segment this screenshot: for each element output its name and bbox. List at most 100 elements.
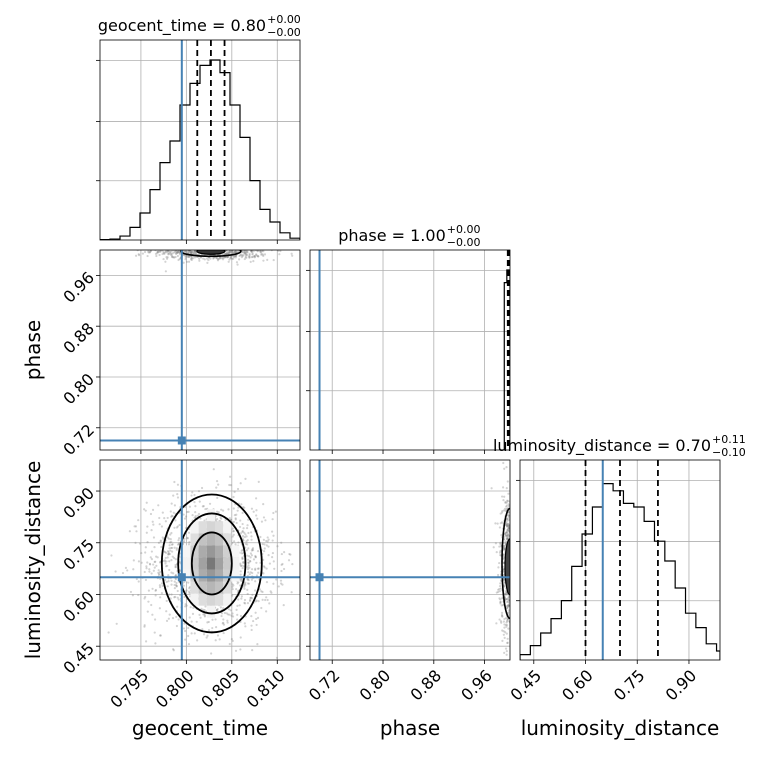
sample-point	[158, 253, 161, 257]
sample-point	[134, 541, 137, 544]
sample-point	[502, 603, 505, 607]
sample-point	[252, 250, 255, 253]
sample-point	[240, 256, 243, 259]
sample-point	[506, 537, 509, 541]
sample-point	[186, 537, 189, 540]
sample-point	[508, 596, 510, 599]
sample-point	[500, 611, 504, 614]
sample-point	[233, 251, 236, 254]
sample-point	[132, 559, 135, 562]
density-cell	[206, 557, 215, 570]
sample-point	[151, 613, 154, 616]
density-cell	[198, 593, 207, 606]
sample-point	[507, 516, 510, 519]
sample-point	[498, 551, 502, 554]
sample-point	[157, 569, 160, 572]
sample-point	[148, 251, 151, 254]
sample-point	[502, 578, 506, 581]
density-cell	[206, 533, 215, 546]
sample-point	[239, 648, 242, 651]
sample-point	[290, 591, 293, 594]
sample-point	[240, 578, 243, 581]
sample-point	[505, 534, 509, 537]
sample-point	[212, 256, 215, 259]
sample-point	[202, 633, 206, 636]
sample-point	[175, 548, 178, 551]
sample-point	[176, 251, 179, 254]
sample-point	[496, 522, 499, 525]
y-tick-label: 0.60	[59, 587, 98, 626]
sample-point	[173, 250, 177, 253]
sample-point	[271, 518, 274, 521]
sample-point	[226, 251, 229, 254]
sample-point	[256, 517, 259, 520]
sample-point	[234, 517, 237, 520]
sample-point	[228, 250, 231, 253]
sample-point	[247, 561, 250, 565]
sample-point	[250, 250, 253, 253]
sample-point	[239, 636, 242, 639]
sample-point	[240, 579, 243, 583]
sample-point	[238, 604, 241, 607]
sample-point	[193, 250, 196, 253]
sample-point	[210, 652, 213, 655]
sample-point	[157, 250, 160, 253]
contour-2	[190, 531, 233, 596]
sample-point	[239, 584, 242, 587]
density-cell	[223, 545, 232, 558]
sample-point	[505, 653, 508, 656]
sample-point	[246, 588, 249, 591]
sample-point	[214, 618, 217, 621]
sample-point	[182, 541, 185, 544]
sample-point	[250, 624, 253, 627]
sample-point	[141, 252, 145, 255]
y-tick-label: 0.88	[59, 319, 98, 358]
sample-point	[257, 255, 260, 258]
density-cell	[182, 557, 191, 570]
sample-point	[202, 505, 205, 508]
sample-point	[143, 508, 146, 511]
sample-point	[156, 556, 159, 559]
sample-point	[216, 607, 219, 611]
sample-point	[505, 530, 509, 534]
sample-point	[228, 258, 231, 261]
sample-point	[170, 583, 173, 586]
sample-point	[201, 628, 204, 631]
sample-point	[222, 623, 226, 626]
panel-content	[310, 250, 510, 450]
sample-point	[504, 631, 507, 634]
sample-point	[227, 255, 230, 259]
sample-point	[505, 650, 508, 653]
sample-point	[228, 251, 231, 255]
density-cell	[190, 569, 199, 582]
density-cell	[198, 581, 207, 594]
density-cell	[231, 545, 240, 558]
sample-point	[505, 537, 508, 540]
sample-point	[225, 252, 228, 255]
sample-point	[249, 560, 252, 563]
sample-point	[170, 593, 173, 596]
x-tick-label: 0.800	[152, 666, 198, 712]
sample-point	[166, 564, 169, 567]
sample-point	[502, 568, 505, 571]
sample-point	[274, 510, 277, 513]
sample-point	[500, 511, 504, 514]
sample-point	[246, 582, 250, 585]
sample-point	[247, 571, 250, 574]
y-tick-label: 0.90	[59, 484, 98, 523]
sample-point	[204, 507, 207, 511]
sample-point	[150, 572, 153, 575]
sample-point	[247, 561, 250, 564]
sample-point	[252, 259, 255, 263]
sample-point	[185, 515, 188, 518]
sample-point	[256, 567, 260, 570]
sample-point	[502, 633, 505, 636]
sample-point	[232, 520, 236, 523]
sample-point	[265, 596, 268, 599]
sample-point	[156, 250, 159, 254]
density-cell	[215, 521, 224, 534]
sample-point	[507, 604, 510, 607]
sample-point	[241, 557, 244, 560]
sample-point	[244, 542, 247, 546]
sample-point	[186, 536, 189, 539]
